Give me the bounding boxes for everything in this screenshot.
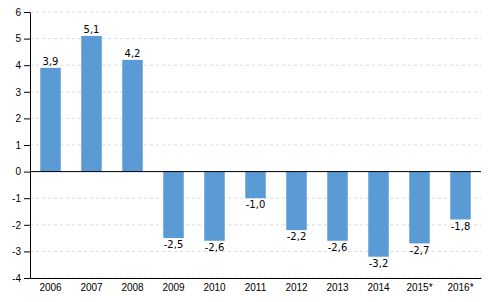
y-tick: -3	[12, 246, 30, 257]
y-tick: 4	[15, 60, 30, 71]
data-label: -2,6	[205, 242, 225, 253]
y-tick-label: -4	[12, 273, 21, 284]
data-label: 5,1	[84, 24, 100, 35]
data-label: -1,0	[246, 199, 266, 210]
x-tick-label: 2011	[245, 282, 267, 293]
x-tick-label: 2010	[203, 282, 226, 293]
data-label: 4,2	[125, 48, 141, 59]
y-tick-mark	[24, 39, 30, 40]
data-label: -2,5	[164, 239, 184, 250]
y-tick-mark	[24, 198, 30, 199]
x-tick-label: 2009	[162, 282, 185, 293]
x-tick: 2009	[162, 278, 185, 293]
y-tick: 5	[15, 33, 30, 44]
x-tick: 2015*	[406, 278, 432, 293]
bar	[204, 172, 225, 241]
bar	[245, 172, 266, 199]
x-tick-label: 2012	[285, 282, 308, 293]
x-tick-label: 2013	[326, 282, 349, 293]
y-tick: 6	[15, 7, 30, 18]
bar	[286, 172, 307, 231]
x-tick: 2014	[367, 278, 390, 293]
zero-line	[30, 171, 481, 172]
data-label: -3,2	[369, 258, 389, 269]
y-tick: 0	[15, 166, 30, 177]
x-tick-label: 2007	[80, 282, 103, 293]
x-tick: 2010	[203, 278, 226, 293]
y-tick-label: -2	[12, 220, 21, 231]
y-tick-mark	[24, 278, 30, 279]
y-tick-label: 4	[15, 60, 21, 71]
bar	[163, 172, 184, 239]
bar	[122, 60, 143, 172]
y-tick-label: 5	[15, 33, 21, 44]
y-tick-label: 1	[15, 140, 21, 151]
x-tick-label: 2014	[367, 282, 390, 293]
y-tick-mark	[24, 145, 30, 146]
bar	[327, 172, 348, 241]
x-tick-label: 2015*	[406, 282, 432, 293]
y-tick-label: -3	[12, 246, 21, 257]
bar	[81, 36, 102, 172]
y-tick: -2	[12, 220, 30, 231]
y-tick-mark	[24, 225, 30, 226]
y-tick-mark	[24, 251, 30, 252]
y-tick-mark	[24, 65, 30, 66]
data-label: -1,8	[451, 221, 471, 232]
x-tick: 2012	[285, 278, 308, 293]
x-axis: 2006 2007 2008 2009 2010 2011 2012 2013 2014 2015…	[31, 278, 482, 293]
y-tick-label: -1	[12, 193, 21, 204]
y-tick: -1	[12, 193, 30, 204]
x-axis-line	[31, 278, 482, 279]
x-tick: 2016*	[447, 278, 473, 293]
data-label: -2,6	[328, 242, 348, 253]
data-label: -2,2	[287, 231, 307, 242]
chart: -4-3-2-101234562006200720082009201020112…	[0, 0, 491, 302]
y-tick-label: 2	[15, 113, 21, 124]
x-tick: 2008	[121, 278, 144, 293]
y-tick-mark	[24, 12, 30, 13]
y-tick-mark	[24, 118, 30, 119]
y-tick-mark	[24, 172, 30, 173]
grid	[30, 12, 481, 278]
bar	[409, 172, 430, 244]
y-tick: 2	[15, 113, 30, 124]
grid-line	[30, 278, 481, 279]
grid-line	[30, 171, 481, 172]
y-axis-line	[30, 13, 31, 279]
x-tick-label: 2006	[39, 282, 62, 293]
x-tick: 2013	[326, 278, 349, 293]
y-tick: 1	[15, 140, 30, 151]
y-axis: -4 -3 -2 -1 0 1 2 3 4 5 6	[12, 7, 30, 284]
y-tick-mark	[24, 92, 30, 93]
x-tick: 2011	[245, 278, 267, 293]
bars	[40, 36, 471, 257]
x-tick: 2007	[80, 278, 103, 293]
bar	[368, 172, 389, 257]
y-tick-label: 6	[15, 7, 21, 18]
y-tick: -4	[12, 273, 30, 284]
grid-line	[30, 12, 481, 13]
data-labels: 3,9 5,1 4,2 -2,5 -2,6 -1,0 -2,2 -2,6 -3,2 -2,7 -1,…	[43, 24, 471, 269]
x-tick: 2006	[39, 278, 62, 293]
data-label: -2,7	[410, 245, 430, 256]
y-tick-label: 3	[15, 87, 21, 98]
x-tick-label: 2016*	[447, 282, 473, 293]
x-tick-label: 2008	[121, 282, 144, 293]
plot: -4-3-2-101234562006200720082009201020112…	[12, 7, 481, 293]
bar	[40, 68, 61, 172]
y-tick: 3	[15, 87, 30, 98]
bar	[450, 172, 471, 220]
y-tick-label: 0	[15, 166, 21, 177]
data-label: 3,9	[43, 56, 59, 67]
